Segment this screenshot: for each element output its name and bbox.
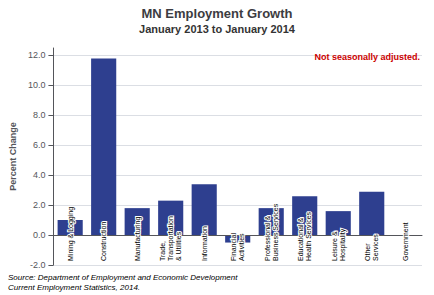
- svg-text:Other: Other: [364, 243, 371, 261]
- svg-text:Activities: Activities: [238, 233, 245, 261]
- svg-text:6.0: 6.0: [33, 140, 46, 150]
- svg-text:Hospitality: Hospitality: [339, 228, 347, 261]
- svg-text:Percent Change: Percent Change: [8, 122, 18, 191]
- svg-text:8.0: 8.0: [33, 110, 46, 120]
- svg-text:Information: Information: [201, 226, 208, 261]
- svg-text:Financial: Financial: [230, 233, 237, 261]
- svg-text:Trade,: Trade,: [159, 241, 166, 261]
- svg-text:Source: Department of Employme: Source: Department of Employment and Eco…: [8, 273, 238, 282]
- svg-text:0.0: 0.0: [33, 230, 46, 240]
- svg-text:-2.0: -2.0: [30, 260, 46, 270]
- svg-text:MN Employment Growth: MN Employment Growth: [142, 6, 293, 21]
- svg-text:Educational &: Educational &: [297, 217, 304, 261]
- svg-text:Health Services: Health Services: [305, 211, 312, 261]
- svg-text:12.0: 12.0: [28, 50, 46, 60]
- svg-text:4.0: 4.0: [33, 170, 46, 180]
- svg-text:Transportation: Transportation: [167, 216, 175, 261]
- svg-text:Government: Government: [402, 222, 409, 261]
- svg-text:Not seasonally adjusted.: Not seasonally adjusted.: [314, 52, 420, 62]
- svg-text:Mining & Logging: Mining & Logging: [67, 207, 75, 261]
- svg-text:10.0: 10.0: [28, 80, 46, 90]
- svg-text:Business Services: Business Services: [272, 203, 279, 261]
- svg-text:Current Employment Statistics,: Current Employment Statistics, 2014.: [8, 283, 140, 292]
- svg-text:Services: Services: [372, 234, 379, 261]
- svg-text:Professional &: Professional &: [264, 216, 271, 261]
- svg-text:Construction: Construction: [100, 222, 107, 261]
- svg-text:January 2013 to January 2014: January 2013 to January 2014: [139, 23, 296, 35]
- svg-text:2.0: 2.0: [33, 200, 46, 210]
- svg-text:Leisure &: Leisure &: [331, 231, 338, 261]
- svg-text:Manufacturing: Manufacturing: [134, 217, 142, 261]
- svg-text:& Utilities: & Utilities: [175, 231, 182, 261]
